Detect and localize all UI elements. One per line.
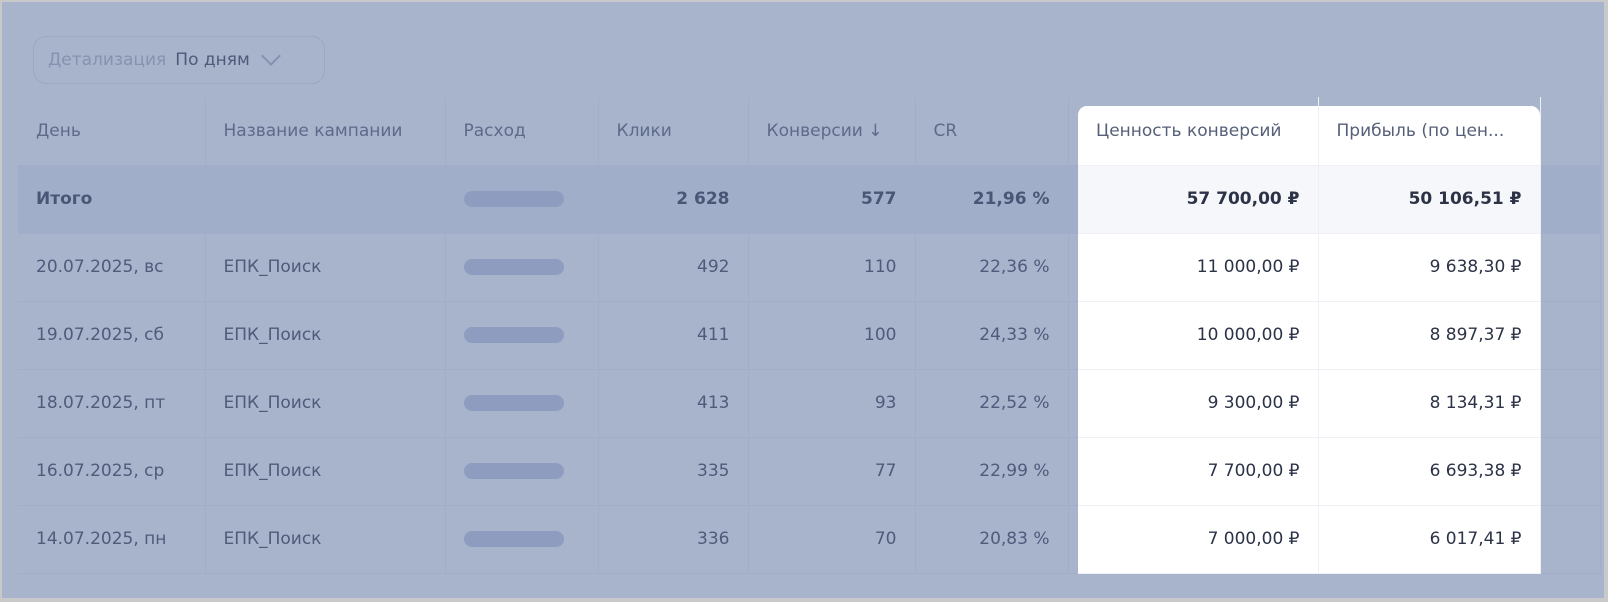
campaign-cell[interactable]: ЕПК_Поиск <box>205 505 446 574</box>
spend-skeleton <box>463 395 564 411</box>
spend-cell <box>445 301 599 370</box>
extra-cell <box>1540 369 1601 438</box>
header-row: День Название кампании Расход Клики Конв… <box>18 97 1601 166</box>
campaign-cell[interactable]: ЕПК_Поиск <box>205 301 446 370</box>
table-row: 20.07.2025, вс ЕПК_Поиск 492 110 22,36 %… <box>18 233 1601 302</box>
spend-cell <box>445 233 599 302</box>
cr-cell: 24,33 % <box>915 301 1069 370</box>
table-row: 16.07.2025, ср ЕПК_Поиск 335 77 22,99 % … <box>18 437 1601 506</box>
campaign-cell[interactable]: ЕПК_Поиск <box>205 437 446 506</box>
clicks-cell: 411 <box>598 301 749 370</box>
detail-select[interactable]: Детализация По дням <box>33 36 325 84</box>
spacer <box>1068 437 1078 506</box>
col-conversion-value[interactable]: Ценность конверсий <box>1078 97 1319 166</box>
spend-skeleton <box>463 259 564 275</box>
profit-cell: 8 134,31 ₽ <box>1318 369 1541 438</box>
spend-cell <box>445 369 599 438</box>
spacer <box>1068 165 1078 234</box>
spend-cell <box>445 437 599 506</box>
campaign-cell[interactable]: ЕПК_Поиск <box>205 369 446 438</box>
conversions-cell: 100 <box>748 301 916 370</box>
spend-skeleton <box>463 463 564 479</box>
conversions-cell: 77 <box>748 437 916 506</box>
col-spend[interactable]: Расход <box>445 97 599 166</box>
clicks-cell: 413 <box>598 369 749 438</box>
cr-cell: 22,36 % <box>915 233 1069 302</box>
day-cell: 14.07.2025, пн <box>18 505 206 574</box>
conversions-cell: 110 <box>748 233 916 302</box>
cr-cell: 22,99 % <box>915 437 1069 506</box>
total-campaign <box>205 165 446 234</box>
extra-cell <box>1540 301 1601 370</box>
clicks-cell: 336 <box>598 505 749 574</box>
extra-cell <box>1540 165 1601 234</box>
campaign-cell[interactable]: ЕПК_Поиск <box>205 233 446 302</box>
profit-cell: 6 693,38 ₽ <box>1318 437 1541 506</box>
spend-cell <box>445 165 599 234</box>
table-row: 19.07.2025, сб ЕПК_Поиск 411 100 24,33 %… <box>18 301 1601 370</box>
conversion-value-cell: 9 300,00 ₽ <box>1078 369 1319 438</box>
col-cr[interactable]: CR <box>915 97 1069 166</box>
col-campaign[interactable]: Название кампании <box>205 97 446 166</box>
conversions-cell: 93 <box>748 369 916 438</box>
clicks-cell: 492 <box>598 233 749 302</box>
spacer <box>1068 505 1078 574</box>
total-value: 57 700,00 ₽ <box>1078 165 1319 234</box>
day-cell: 18.07.2025, пт <box>18 369 206 438</box>
table-row: 14.07.2025, пн ЕПК_Поиск 336 70 20,83 % … <box>18 505 1601 574</box>
profit-cell: 6 017,41 ₽ <box>1318 505 1541 574</box>
total-row: Итого 2 628 577 21,96 % 57 700,00 ₽ 50 1… <box>18 165 1601 234</box>
conversion-value-cell: 7 000,00 ₽ <box>1078 505 1319 574</box>
detail-value: По дням <box>175 50 250 70</box>
clicks-cell: 335 <box>598 437 749 506</box>
total-label: Итого <box>18 165 206 234</box>
spacer <box>1068 233 1078 302</box>
day-cell: 19.07.2025, сб <box>18 301 206 370</box>
col-profit[interactable]: Прибыль (по цен... <box>1318 97 1541 166</box>
col-clicks[interactable]: Клики <box>598 97 749 166</box>
profit-cell: 8 897,37 ₽ <box>1318 301 1541 370</box>
table-row: 18.07.2025, пт ЕПК_Поиск 413 93 22,52 % … <box>18 369 1601 438</box>
spend-skeleton <box>463 191 564 207</box>
total-cr: 21,96 % <box>915 165 1069 234</box>
extra-cell <box>1540 437 1601 506</box>
stats-table: День Название кампании Расход Клики Конв… <box>18 97 1601 574</box>
spend-cell <box>445 505 599 574</box>
spend-skeleton <box>463 327 564 343</box>
conversion-value-cell: 11 000,00 ₽ <box>1078 233 1319 302</box>
day-cell: 16.07.2025, ср <box>18 437 206 506</box>
extra-cell <box>1540 233 1601 302</box>
extra-cell <box>1540 505 1601 574</box>
day-cell: 20.07.2025, вс <box>18 233 206 302</box>
detail-label: Детализация <box>48 50 167 70</box>
conversion-value-cell: 10 000,00 ₽ <box>1078 301 1319 370</box>
profit-cell: 9 638,30 ₽ <box>1318 233 1541 302</box>
total-conversions: 577 <box>748 165 916 234</box>
spacer <box>1068 369 1078 438</box>
cr-cell: 22,52 % <box>915 369 1069 438</box>
chevron-down-icon <box>260 46 281 66</box>
spacer <box>1068 97 1078 166</box>
col-day[interactable]: День <box>18 97 206 166</box>
conversions-cell: 70 <box>748 505 916 574</box>
col-conversions[interactable]: Конверсии ↓ <box>748 97 916 166</box>
conversion-value-cell: 7 700,00 ₽ <box>1078 437 1319 506</box>
cr-cell: 20,83 % <box>915 505 1069 574</box>
total-clicks: 2 628 <box>598 165 749 234</box>
col-extra <box>1540 97 1601 166</box>
spend-skeleton <box>463 531 564 547</box>
spacer <box>1068 301 1078 370</box>
total-profit: 50 106,51 ₽ <box>1318 165 1541 234</box>
